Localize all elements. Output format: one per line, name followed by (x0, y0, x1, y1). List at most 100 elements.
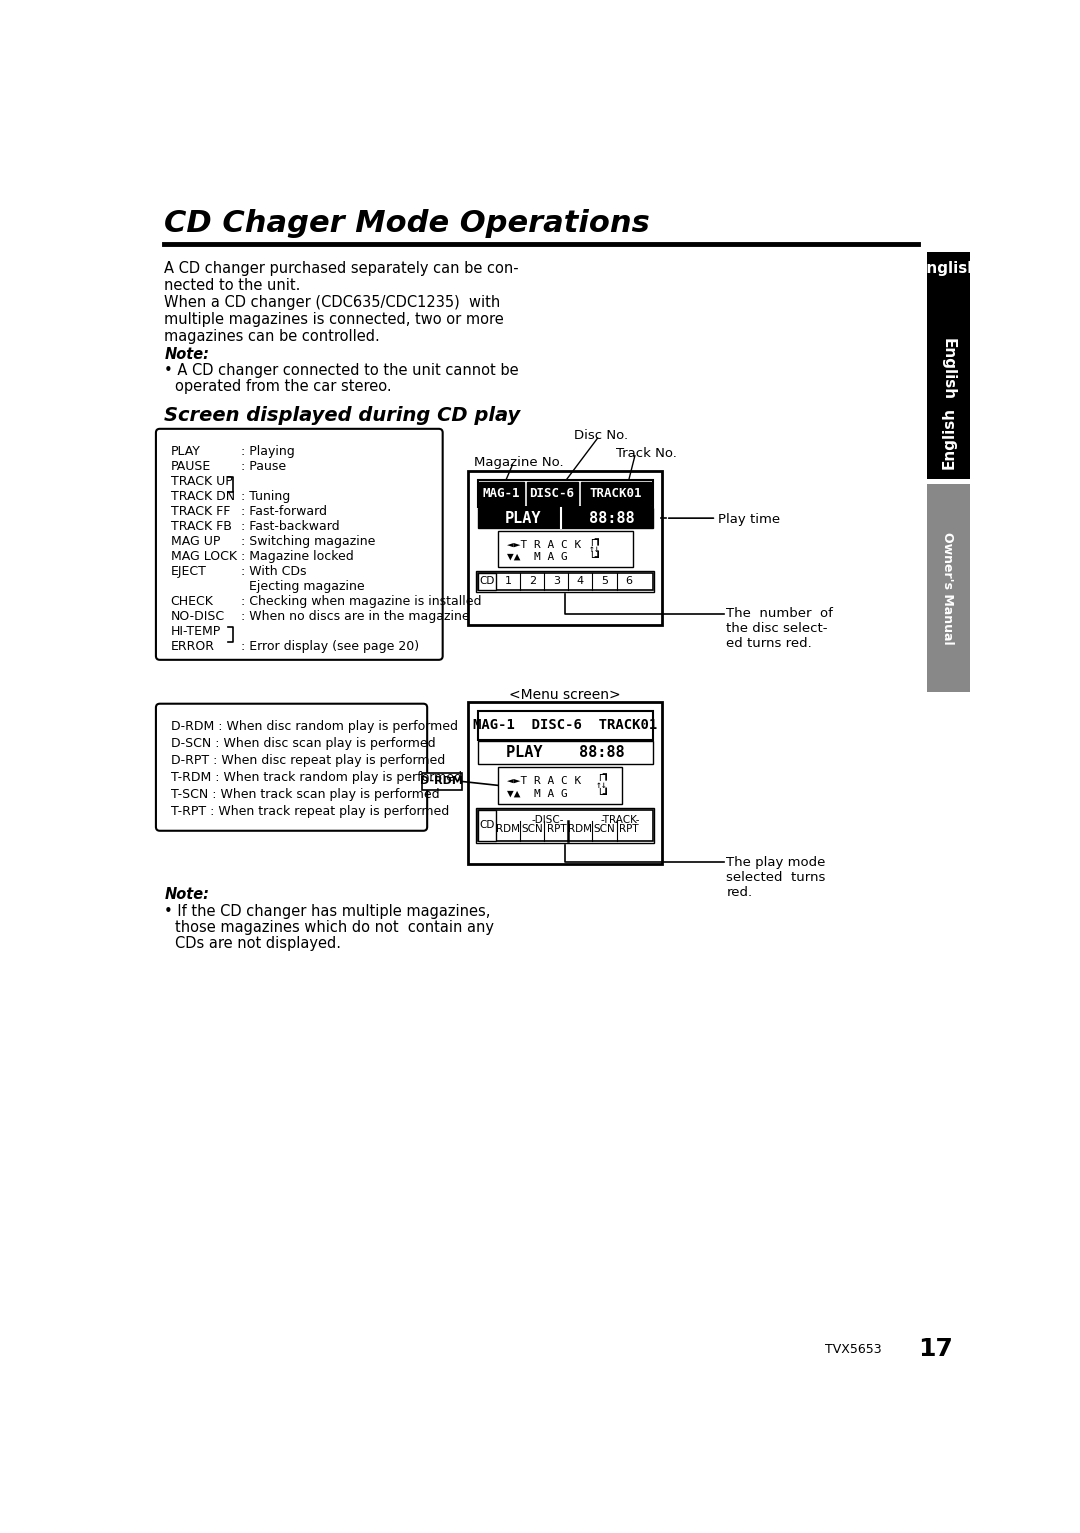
Text: CDs are not displayed.: CDs are not displayed. (175, 937, 341, 952)
Bar (477, 740, 652, 763)
Text: NO-DISC: NO-DISC (171, 610, 225, 622)
Text: ↑↓: ↑↓ (596, 780, 608, 789)
Text: RPT: RPT (619, 825, 638, 834)
Text: ↑↓: ↑↓ (589, 544, 600, 553)
Text: <Menu screen>: <Menu screen> (510, 688, 621, 702)
Text: English: English (917, 261, 980, 276)
Text: Track No.: Track No. (616, 446, 676, 460)
FancyBboxPatch shape (156, 429, 443, 659)
Bar (477, 480, 652, 507)
Text: TRACK UP: TRACK UP (171, 475, 232, 487)
Text: -TRACK-: -TRACK- (600, 814, 639, 825)
Bar (477, 809, 652, 840)
Text: Magazine No.: Magazine No. (474, 455, 564, 469)
Text: T-SCN : When track scan play is performed: T-SCN : When track scan play is performe… (171, 788, 440, 800)
Text: The  number  of
the disc select-
ed turns red.: The number of the disc select- ed turns … (727, 607, 833, 650)
Text: 5: 5 (602, 576, 608, 586)
Text: 1: 1 (504, 576, 512, 586)
Text: : Playing: : Playing (241, 445, 295, 458)
Text: multiple magazines is connected, two or more: multiple magazines is connected, two or … (164, 311, 504, 327)
Text: Note:: Note: (164, 346, 210, 362)
Text: 17: 17 (918, 1337, 953, 1361)
Text: ERROR: ERROR (171, 641, 215, 653)
Text: A CD changer purchased separately can be con-: A CD changer purchased separately can be… (164, 261, 519, 276)
Text: Disc No.: Disc No. (575, 429, 629, 442)
Text: └┛: └┛ (596, 789, 609, 800)
Text: operated from the car stereo.: operated from the car stereo. (175, 379, 392, 394)
Text: D-RDM : When disc random play is performed: D-RDM : When disc random play is perform… (171, 721, 458, 733)
Text: When a CD changer (CDC635/CDC1235)  with: When a CD changer (CDC635/CDC1235) with (164, 294, 501, 310)
Text: • If the CD changer has multiple magazines,: • If the CD changer has multiple magazin… (164, 904, 490, 918)
Text: T-RPT : When track repeat play is performed: T-RPT : When track repeat play is perfor… (171, 805, 449, 817)
Text: PLAY: PLAY (504, 510, 541, 526)
Text: PAUSE: PAUSE (171, 460, 211, 474)
Text: English: English (941, 337, 956, 400)
Text: : Pause: : Pause (241, 460, 286, 474)
Text: : Magazine locked: : Magazine locked (241, 550, 354, 563)
FancyBboxPatch shape (156, 704, 428, 831)
Bar (927, 484, 970, 693)
Bar (477, 573, 652, 590)
Text: : Tuning: : Tuning (241, 491, 291, 503)
Text: CD: CD (480, 576, 495, 586)
Text: English: English (942, 406, 956, 469)
Bar (581, 481, 651, 504)
Bar (422, 773, 462, 789)
Text: DISC-6: DISC-6 (529, 487, 575, 500)
Text: CD: CD (480, 820, 495, 831)
Text: nected to the unit.: nected to the unit. (164, 277, 301, 293)
Text: MAG UP: MAG UP (171, 535, 220, 549)
Text: └┛: └┛ (589, 553, 602, 563)
Text: TVX5653: TVX5653 (825, 1343, 881, 1355)
Text: ┌┓: ┌┓ (596, 771, 609, 782)
Text: MAG LOCK: MAG LOCK (171, 550, 237, 563)
Text: : Switching magazine: : Switching magazine (241, 535, 376, 549)
Bar (477, 573, 496, 590)
Bar (476, 570, 654, 592)
Text: CD Chager Mode Operations: CD Chager Mode Operations (164, 208, 650, 238)
Text: 88:88: 88:88 (589, 510, 634, 526)
Text: TRACK FF: TRACK FF (171, 504, 230, 518)
Text: TRACK01: TRACK01 (590, 487, 642, 500)
Bar (498, 532, 633, 567)
Text: 3: 3 (553, 576, 559, 586)
Bar (469, 471, 662, 625)
Text: PLAY: PLAY (171, 445, 201, 458)
Text: : Fast-forward: : Fast-forward (241, 504, 327, 518)
Bar (927, 251, 970, 478)
Text: ▼▲  M A G: ▼▲ M A G (507, 552, 568, 563)
Text: : With CDs: : With CDs (241, 566, 307, 578)
Text: RDM: RDM (568, 825, 593, 834)
Text: Screen displayed during CD play: Screen displayed during CD play (164, 406, 521, 425)
Text: Owner's Manual: Owner's Manual (942, 532, 955, 644)
Bar (527, 481, 578, 504)
Bar (498, 766, 622, 803)
Text: : When no discs are in the magazine: : When no discs are in the magazine (241, 610, 470, 622)
Text: EJECT: EJECT (171, 566, 206, 578)
Text: TRACK FB: TRACK FB (171, 520, 231, 533)
Text: HI-TEMP: HI-TEMP (171, 625, 221, 638)
Bar (480, 481, 524, 504)
Text: D-SCN : When disc scan play is performed: D-SCN : When disc scan play is performed (171, 737, 435, 750)
Text: MAG-1: MAG-1 (483, 487, 521, 500)
Bar (476, 808, 654, 843)
Text: 6: 6 (625, 576, 632, 586)
Text: 2: 2 (529, 576, 536, 586)
Text: Ejecting magazine: Ejecting magazine (241, 579, 365, 593)
Text: RPT: RPT (546, 825, 566, 834)
Bar (927, 251, 970, 478)
Text: D-RPT : When disc repeat play is performed: D-RPT : When disc repeat play is perform… (171, 754, 445, 766)
Bar (469, 702, 662, 865)
Text: • A CD changer connected to the unit cannot be: • A CD changer connected to the unit can… (164, 363, 519, 377)
Text: SCN: SCN (522, 825, 543, 834)
Text: : Checking when magazine is installed: : Checking when magazine is installed (241, 595, 482, 609)
Text: ┌┓: ┌┓ (589, 537, 602, 546)
Text: MAG-1  DISC-6  TRACK01: MAG-1 DISC-6 TRACK01 (473, 719, 658, 733)
Text: PLAY    88:88: PLAY 88:88 (505, 745, 624, 760)
Text: ◄►T R A C K: ◄►T R A C K (507, 776, 581, 786)
Text: ▼▲  M A G: ▼▲ M A G (507, 788, 568, 799)
Text: : Fast-backward: : Fast-backward (241, 520, 340, 533)
Text: TRACK DN: TRACK DN (171, 491, 234, 503)
Text: CHECK: CHECK (171, 595, 214, 609)
Text: : Error display (see page 20): : Error display (see page 20) (241, 641, 419, 653)
